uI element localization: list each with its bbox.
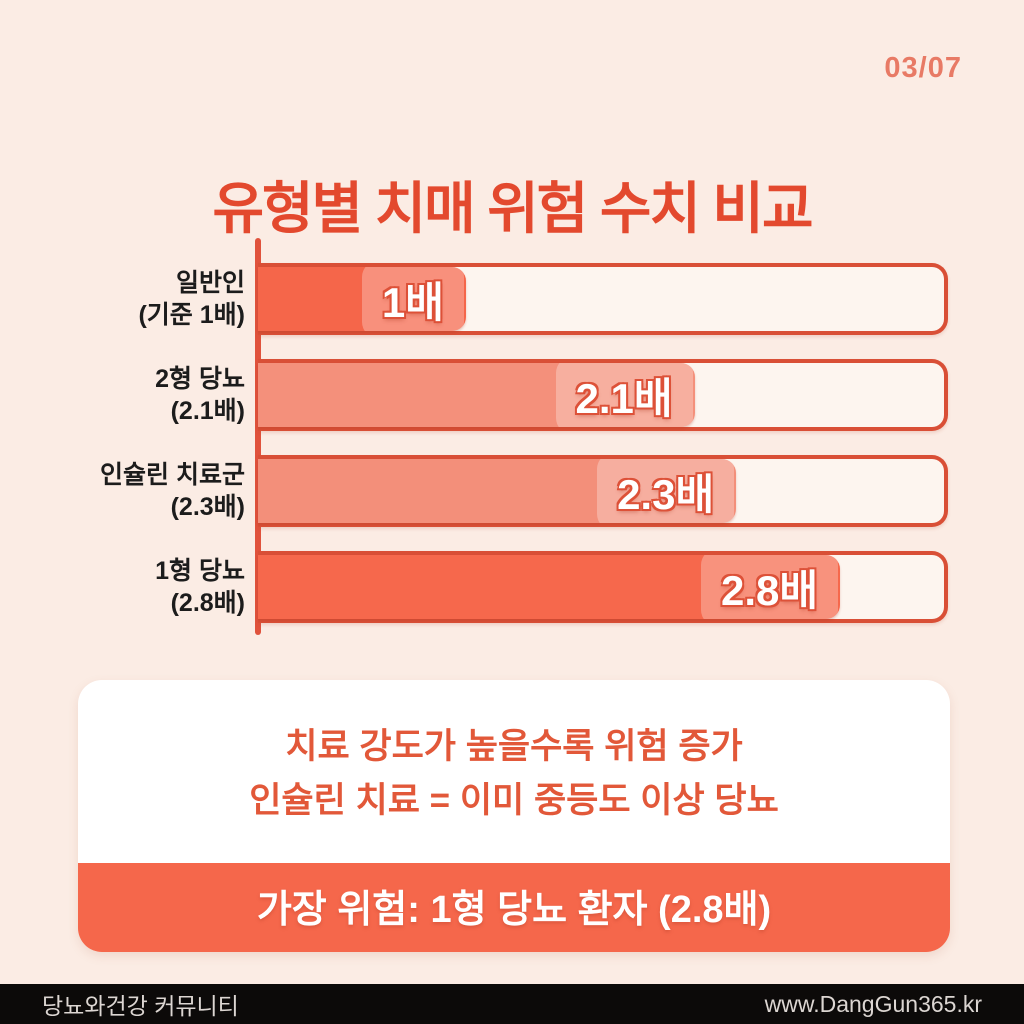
bar-value-label: 2.8배 bbox=[701, 555, 839, 619]
summary-line-1: 치료 강도가 높을수록 위험 증가 bbox=[285, 727, 743, 766]
bar-label-line2: (2.8배) bbox=[170, 589, 245, 617]
chart-y-axis-line bbox=[255, 238, 261, 635]
bar-value-label: 2.1배 bbox=[555, 363, 693, 427]
summary-card: 치료 강도가 높을수록 위험 증가 인슐린 치료 = 이미 중등도 이상 당뇨 … bbox=[78, 680, 950, 952]
bar-fill: 2.8배 bbox=[258, 555, 841, 619]
bar-track: 1배 bbox=[258, 263, 948, 335]
bar-value-label: 1배 bbox=[361, 267, 464, 331]
bar-label-line2: (기준 1배) bbox=[138, 301, 245, 329]
footer-community-name: 당뇨와건강 커뮤니티 bbox=[42, 993, 239, 1019]
bar-row-general: 일반인 (기준 1배) 1배 bbox=[0, 263, 948, 335]
bar-label: 1형 당뇨 (2.8배) bbox=[0, 555, 245, 620]
bar-fill: 1배 bbox=[258, 267, 466, 331]
bar-track: 2.3배 bbox=[258, 455, 948, 527]
bar-chart: 일반인 (기준 1배) 1배 2형 당뇨 (2.1배) 2.1배 인슐린 치료군… bbox=[0, 263, 948, 647]
bar-label-line1: 1형 당뇨 bbox=[155, 556, 245, 585]
bar-fill: 2.1배 bbox=[258, 363, 695, 427]
bar-row-type1-diabetes: 1형 당뇨 (2.8배) 2.8배 bbox=[0, 551, 948, 623]
summary-text-block: 치료 강도가 높을수록 위험 증가 인슐린 치료 = 이미 중등도 이상 당뇨 bbox=[78, 680, 950, 863]
bar-label-line2: (2.3배) bbox=[170, 493, 245, 521]
bar-row-insulin-treated: 인슐린 치료군 (2.3배) 2.3배 bbox=[0, 455, 948, 527]
footer-bar: 당뇨와건강 커뮤니티 www.DangGun365.kr bbox=[0, 984, 1024, 1024]
bar-label-line1: 인슐린 치료군 bbox=[100, 460, 245, 489]
bar-label-line2: (2.1배) bbox=[170, 397, 245, 425]
bar-label: 인슐린 치료군 (2.3배) bbox=[0, 459, 245, 524]
bar-label: 일반인 (기준 1배) bbox=[0, 267, 245, 332]
highlight-banner: 가장 위험: 1형 당뇨 환자 (2.8배) bbox=[78, 862, 950, 952]
bar-label-line1: 2형 당뇨 bbox=[155, 364, 245, 393]
bar-fill: 2.3배 bbox=[258, 459, 737, 523]
summary-line-2: 인슐린 치료 = 이미 중등도 이상 당뇨 bbox=[249, 781, 779, 821]
footer-website-url: www.DangGun365.kr bbox=[764, 990, 982, 1017]
bar-value-label: 2.3배 bbox=[597, 459, 735, 523]
page-indicator: 03/07 bbox=[884, 52, 962, 84]
page-title: 유형별 치매 위험 수치 비교 bbox=[212, 176, 814, 240]
bar-label-line1: 일반인 bbox=[175, 268, 245, 297]
bar-track: 2.1배 bbox=[258, 359, 948, 431]
bar-track: 2.8배 bbox=[258, 551, 948, 623]
bar-label: 2형 당뇨 (2.1배) bbox=[0, 363, 245, 428]
bar-row-type2-diabetes: 2형 당뇨 (2.1배) 2.1배 bbox=[0, 359, 948, 431]
